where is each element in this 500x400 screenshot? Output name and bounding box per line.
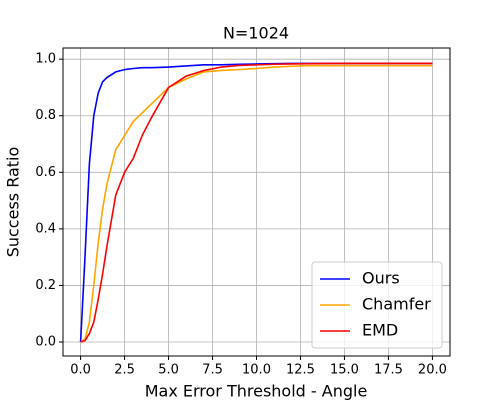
y-tick-label: 0.6: [35, 165, 56, 180]
x-axis-label: Max Error Threshold - Angle: [145, 382, 368, 400]
y-tick-label: 0.2: [35, 278, 56, 293]
line: [80, 62, 433, 343]
x-tick-label: 10.0: [242, 363, 271, 378]
chart-title: N=1024: [223, 24, 289, 43]
legend-label: Chamfer: [362, 295, 431, 314]
x-tick-label: 5.0: [158, 363, 179, 378]
legend: Ours Chamfer EMD: [311, 261, 443, 349]
x-tick-label: 20.0: [418, 363, 447, 378]
y-tick-label: 0.4: [35, 221, 56, 236]
legend-label: EMD: [362, 321, 398, 340]
x-tick-label: 7.5: [202, 363, 223, 378]
legend-label: Ours: [362, 269, 400, 288]
plot-frame: [62, 47, 451, 357]
y-tick-label: 0.8: [35, 108, 56, 123]
y-tick-label: 1.0: [35, 52, 56, 67]
legend-box: [311, 261, 443, 349]
x-tick-label: 0.0: [70, 363, 91, 378]
y-axis-label: Success Ratio: [4, 147, 23, 258]
x-tick-label: 2.5: [114, 363, 135, 378]
x-tick-label: 15.0: [330, 363, 359, 378]
y-tick-label: 0.0: [35, 335, 56, 350]
line: [80, 64, 433, 343]
x-tick-label: 12.5: [286, 363, 315, 378]
x-tick-label: 17.5: [374, 363, 403, 378]
